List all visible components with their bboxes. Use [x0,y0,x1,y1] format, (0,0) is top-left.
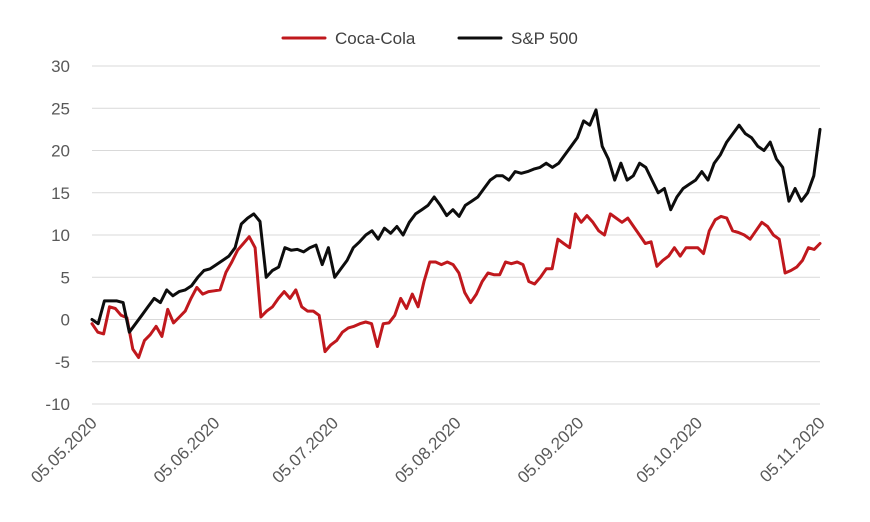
x-tick-label: 05.10.2020 [633,413,707,487]
y-tick-label: 0 [61,311,70,330]
series-line-coca-cola [90,212,822,359]
legend: Coca-Cola S&P 500 [281,29,578,48]
y-tick-label: -5 [55,353,70,372]
y-tick-label: 15 [51,184,70,203]
series-lines [90,108,822,359]
x-axis-ticks: 05.05.2020 05.06.2020 05.07.2020 05.08.2020… [27,413,829,487]
y-tick-label: 30 [51,57,70,76]
y-tick-label: 25 [51,99,70,118]
x-tick-label: 05.09.2020 [514,413,588,487]
gridlines [92,65,820,405]
x-tick-label: 05.06.2020 [150,413,224,487]
y-tick-label: -10 [45,395,70,414]
x-tick-label: 05.08.2020 [391,413,465,487]
x-tick-label: 05.05.2020 [27,413,101,487]
x-tick-label: 05.07.2020 [269,413,343,487]
x-tick-label: 05.11.2020 [756,413,829,486]
legend-label-sp500: S&P 500 [511,29,578,48]
y-tick-label: 5 [61,268,70,287]
series-line-sp500 [90,108,822,334]
y-tick-label: 10 [51,226,70,245]
y-axis-ticks: 30 25 20 15 10 5 0 -5 -10 [45,57,70,414]
legend-label-coca-cola: Coca-Cola [335,29,416,48]
y-tick-label: 20 [51,142,70,161]
